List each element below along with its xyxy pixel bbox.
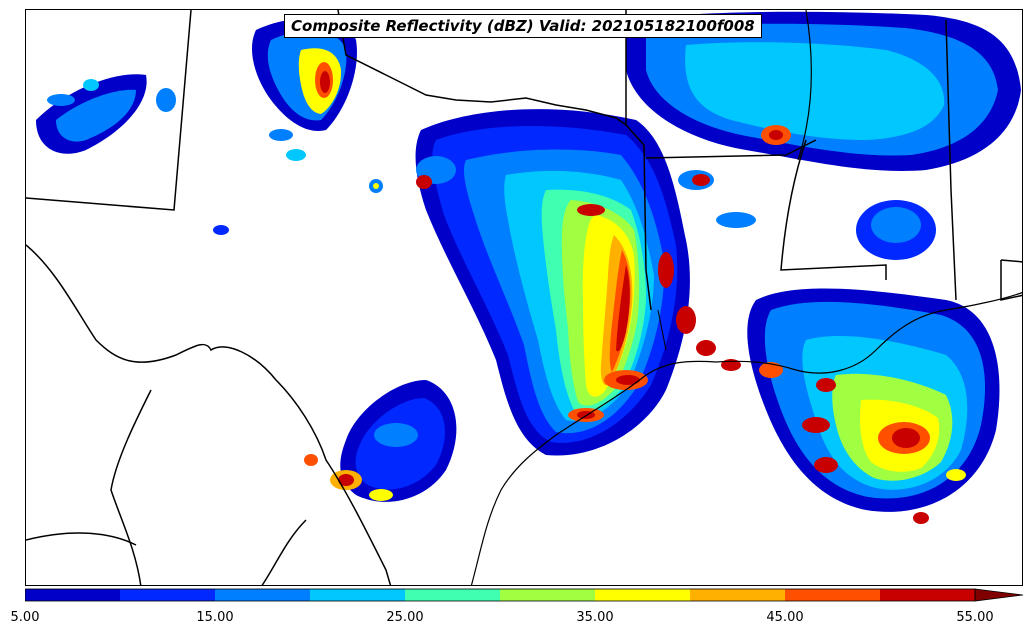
colorbar-tick-label: 5.00 [10, 610, 40, 625]
colorbar-bin [405, 589, 501, 601]
colorbar-extend-arrow [974, 588, 1024, 602]
colorbar-bin [595, 589, 691, 601]
colorbar-tick-label: 55.00 [956, 610, 994, 625]
west-cells [36, 74, 383, 235]
colorbar-bin [785, 589, 881, 601]
colorbar [25, 588, 1024, 602]
map-title: Composite Reflectivity (dBZ) Valid: 2021… [284, 14, 762, 38]
reflectivity-field [36, 11, 1021, 524]
colorbar-bin [310, 589, 406, 601]
louisiana-cells [696, 288, 1000, 524]
northeast-cells [416, 11, 1021, 260]
south-texas-cells [304, 380, 457, 502]
colorbar-tick-label: 45.00 [766, 610, 804, 625]
colorbar-border [25, 588, 976, 602]
colorbar-tick-label: 25.00 [386, 610, 424, 625]
map-panel [25, 9, 1023, 586]
colorbar-bin [880, 589, 976, 601]
colorbar-bin [690, 589, 786, 601]
texas-squall-band [415, 109, 696, 456]
colorbar-bin [500, 589, 596, 601]
colorbar-tick-label: 15.00 [196, 610, 234, 625]
reflectivity-map [26, 10, 1022, 585]
panhandle-cells [251, 18, 357, 131]
colorbar-bin [120, 589, 216, 601]
colorbar-tick-label: 35.00 [576, 610, 614, 625]
colorbar-bin [25, 589, 121, 601]
colorbar-bin [215, 589, 311, 601]
basemap-boundaries [26, 10, 1022, 585]
